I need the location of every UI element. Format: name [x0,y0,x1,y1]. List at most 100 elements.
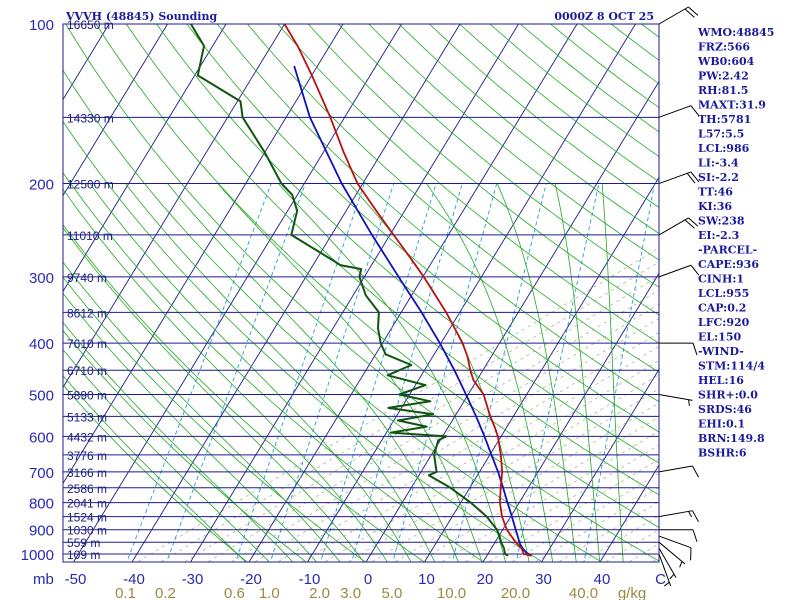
index-line: LCL:986 [698,142,750,155]
moist-adiabat-line [63,227,365,562]
height-label: 3166 m [67,466,107,480]
wind-barb [658,217,699,236]
index-line: CAP:0.2 [698,302,746,315]
wind-barb [658,264,700,278]
moist-adiabat-line [601,183,624,562]
height-label: 5133 m [67,410,107,424]
temperature-axis-labels: -50 -40 -30 -20 -10 0 10 20 30 40 C [65,571,666,588]
index-line: SHR+:0.0 [698,389,758,402]
wind-barb [658,553,672,587]
dry-adiabat-line [186,24,659,433]
mixing-ratio-tick-label: 40.0 [569,585,598,600]
mixing-ratio-axis-labels: 0.1 0.2 0.6 1.0 2.0 3.0 5.0 10.0 20.0 40.0 g/kg [115,585,646,600]
index-line: STM:114/4 [698,360,765,373]
mixing-ratio-line [126,183,272,562]
moist-adiabat-line [63,261,341,562]
dry-adiabat-line [156,24,659,464]
temperature-tick-label: -30 [182,571,204,588]
index-line: WB0:604 [697,55,755,68]
hatch-line [441,430,659,562]
moist-adiabat-line [217,183,483,562]
hatch-line [394,402,659,562]
dry-adiabat-line [338,24,659,288]
index-line: TT:46 [698,186,733,199]
dry-adiabat-line [95,24,659,528]
pressure-tick-label: 700 [29,465,54,482]
mixing-ratio-unit-label: g/kg [618,585,646,600]
hatch-line [136,247,659,562]
hatch-line [511,473,659,562]
wind-barb [658,547,677,580]
mixing-ratio-tick-label: 3.0 [340,585,361,600]
moist-adiabat-line [63,349,270,562]
hatch-line [417,416,659,562]
dry-adiabat-line [368,24,659,261]
index-line: BSHR:6 [698,447,747,460]
index-line: LCL:955 [698,287,749,300]
mixing-ratio-line [583,183,655,562]
temperature-tick-label: 20 [477,571,494,588]
dry-adiabat-line [63,384,248,562]
moist-adiabat-line [63,292,317,562]
dewpoint-curve [190,24,509,557]
mixing-ratio-tick-label: 0.1 [115,585,136,600]
mixing-ratio-tick-label: 2.0 [309,585,330,600]
mixing-ratio-line [515,183,600,562]
height-label: 14330 m [67,111,114,125]
wind-barbs [658,6,700,587]
height-label: 109 m [67,548,100,562]
index-line: L57:5.5 [698,128,744,141]
height-label: 8612 m [67,306,107,320]
pressure-tick-label: 800 [29,496,54,513]
mixing-ratio-tick-label: 0.2 [155,585,176,600]
station-title: VVVH (48845) Sounding [65,10,217,23]
pressure-tick-label: 400 [29,336,54,353]
isotherm-line [63,24,285,389]
height-label: 559 m [67,536,100,550]
height-label: 2041 m [67,497,107,511]
index-line: SW:238 [698,215,745,228]
index-line: HEL:16 [698,374,744,387]
mixing-ratio-tick-label: 0.6 [224,585,245,600]
sounding-time: 0000Z 8 OCT 25 [554,10,654,23]
wind-barb [658,465,699,478]
height-label: 1030 m [67,524,107,538]
pressure-axis-labels: 100 200 300 400 500 600 700 800 900 1000 mb [21,17,54,588]
pressure-tick-label: 300 [29,270,54,287]
hatch-line [230,303,659,562]
parcel-curve [293,65,532,557]
height-labels: 16650 m 14330 m 12500 m 11010 m 9740 m 8612 m… [67,18,114,562]
hatch-line [324,360,659,562]
moist-adiabat-line [426,183,554,562]
mixing-ratio-line [269,183,395,562]
mixing-ratio-line [166,183,306,562]
wind-barb [658,171,700,185]
mixing-ratio-line [451,183,547,562]
mixing-ratio-tick-label: 20.0 [501,585,530,600]
hatch-line [464,444,659,562]
index-line: -PARCEL- [698,244,757,257]
moist-adiabat-line [63,375,247,562]
mixing-ratio-line [351,183,463,562]
dry-adiabat-line [63,276,367,562]
cape-hatch-region [136,247,659,562]
dry-adiabat-line [65,24,659,562]
index-line: EL:150 [698,331,741,344]
temperature-curve [283,24,532,557]
index-line: SRDS:46 [698,403,752,416]
hatch-line [370,388,659,562]
temperature-tick-label: C [655,571,666,588]
height-label: 9740 m [67,271,107,285]
height-label: 2586 m [67,482,107,496]
dry-adiabat-line [63,120,544,562]
mixing-ratio-line [392,183,498,562]
pressure-tick-label: 1000 [21,547,54,564]
index-line: PW:2.42 [698,70,749,83]
mixing-ratio-line [320,183,437,562]
dry-adiabat-line [277,24,659,344]
wind-barb [658,6,699,25]
index-line: WMO:48845 [697,26,774,39]
dry-adiabat-line [63,224,426,562]
wind-barb [658,105,700,118]
